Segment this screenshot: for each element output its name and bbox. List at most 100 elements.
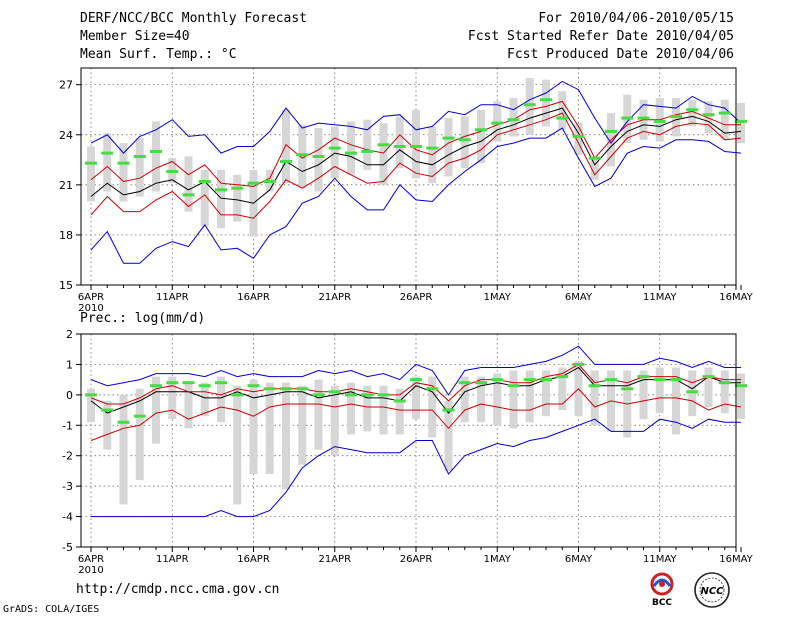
- temperature-x-tick-label: 11APR: [156, 292, 189, 303]
- precipitation-y-tick-label: -1: [62, 419, 73, 432]
- temperature-box: [379, 123, 388, 185]
- variable-label: Mean Surf. Temp.: °C: [80, 47, 237, 62]
- ncc-logo-text: NCC: [700, 586, 724, 597]
- precipitation-median-mark: [702, 375, 715, 379]
- precipitation-median-mark: [621, 387, 634, 391]
- precipitation-median-mark: [377, 393, 390, 397]
- precipitation-y-tick-label: 2: [66, 328, 73, 341]
- precipitation-median-mark: [101, 408, 114, 412]
- precipitation-box: [135, 388, 144, 481]
- precipitation-y-tick-label: -5: [62, 541, 73, 554]
- temperature-x-tick-label: 16MAY: [719, 292, 753, 303]
- temperature-median-mark: [328, 146, 341, 150]
- temperature-box: [444, 118, 453, 177]
- temperature-gridlines: [81, 68, 736, 285]
- forecast-produced-label: Fcst Produced Date 2010/04/06: [507, 47, 734, 62]
- temperature-box: [509, 98, 518, 137]
- precipitation-x-tick-label: 6MAY: [565, 554, 593, 565]
- precipitation-line-mean: [90, 366, 741, 414]
- temperature-median-mark: [523, 103, 536, 107]
- temperature-median-mark: [166, 169, 179, 173]
- precipitation-median-mark: [231, 393, 244, 397]
- temperature-y-tick-label: 24: [59, 129, 73, 142]
- precipitation-median-mark: [166, 381, 179, 385]
- temperature-medians: [85, 98, 747, 197]
- precipitation-median-mark: [361, 393, 374, 397]
- temperature-box: [87, 146, 95, 202]
- precipitation-median-mark: [426, 387, 439, 391]
- precipitation-box: [688, 370, 697, 417]
- precipitation-median-mark: [653, 378, 666, 382]
- temperature-frame: [80, 67, 737, 286]
- precipitation-median-mark: [280, 387, 292, 391]
- temperature-box: [314, 128, 323, 192]
- precipitation-median-mark: [523, 378, 536, 382]
- precipitation-box: [314, 379, 323, 450]
- precipitation-median-mark: [556, 375, 569, 379]
- temperature-box: [200, 169, 209, 227]
- temperature-median-mark: [458, 138, 471, 142]
- temperature-median-mark: [475, 128, 487, 132]
- temperature-median-mark: [686, 108, 699, 112]
- precipitation-y-tick-label: -2: [62, 450, 73, 463]
- precipitation-median-mark: [133, 414, 146, 418]
- precipitation-y-tick-label: 1: [66, 358, 73, 371]
- precipitation-box: [655, 367, 664, 414]
- temperature-median-mark: [312, 154, 325, 158]
- precipitation-box: [672, 367, 680, 435]
- precipitation-y-tick-label: 0: [66, 389, 73, 402]
- precipitation-median-mark: [637, 375, 650, 379]
- temperature-median-mark: [442, 136, 455, 140]
- precipitation-median-mark: [117, 420, 130, 424]
- temperature-median-mark: [150, 149, 162, 153]
- temperature-box: [688, 99, 697, 127]
- temperature-box: [135, 138, 144, 197]
- precipitation-x-tick-label: 1MAY: [484, 554, 512, 565]
- temperature-median-mark: [540, 98, 552, 102]
- precipitation-median-mark: [475, 381, 487, 385]
- temperature-median-mark: [101, 151, 114, 155]
- temperature-x-tick-label: 16APR: [237, 292, 270, 303]
- bcc-logo-text: BCC: [652, 598, 672, 608]
- precipitation-median-mark: [85, 393, 97, 397]
- temperature-box: [217, 169, 225, 229]
- temperature-y-tick-label: 27: [59, 79, 73, 92]
- precipitation-box: [639, 370, 648, 420]
- temperature-median-mark: [410, 144, 422, 148]
- precipitation-median-mark: [458, 381, 471, 385]
- temperature-box: [558, 91, 567, 130]
- temperature-median-mark: [507, 118, 520, 122]
- temperature-median-mark: [182, 193, 195, 197]
- chart-title: DERF/NCC/BCC Monthly Forecast: [80, 11, 307, 26]
- precipitation-gridlines: [81, 334, 736, 547]
- temperature-box: [460, 116, 469, 169]
- temperature-median-mark: [247, 181, 260, 185]
- precipitation-y-tick-label: -4: [62, 511, 73, 524]
- temperature-median-mark: [133, 154, 146, 158]
- precipitation-line-max: [90, 345, 741, 396]
- precipitation-box: [720, 370, 729, 414]
- precipitation-box: [477, 376, 485, 423]
- temperature-y-tick-label: 21: [59, 179, 73, 192]
- precipitation-x-year-label: 2010: [78, 565, 103, 576]
- temperature-box: [493, 101, 502, 142]
- precipitation-median-mark: [150, 384, 162, 388]
- precipitation-median-mark: [410, 378, 422, 382]
- precipitation-box: [103, 400, 112, 450]
- temperature-median-mark: [637, 116, 650, 120]
- source-url[interactable]: http://cmdp.ncc.cma.gov.cn: [76, 582, 280, 597]
- precipitation-box: [460, 376, 469, 423]
- temperature-median-mark: [556, 116, 569, 120]
- temperature-box: [298, 124, 307, 189]
- temperature-median-mark: [393, 144, 406, 148]
- precipitation-box: [347, 382, 355, 435]
- precipitation-x-tick-label: 16MAY: [719, 554, 753, 565]
- precipitation-median-mark: [572, 362, 585, 366]
- temperature-median-mark: [426, 146, 439, 150]
- precipitation-box: [493, 373, 502, 426]
- bcc-logo-icon: BCC: [650, 572, 674, 608]
- temperature-median-mark: [198, 180, 211, 184]
- precipitation-box: [590, 370, 599, 426]
- temperature-median-mark: [491, 121, 504, 125]
